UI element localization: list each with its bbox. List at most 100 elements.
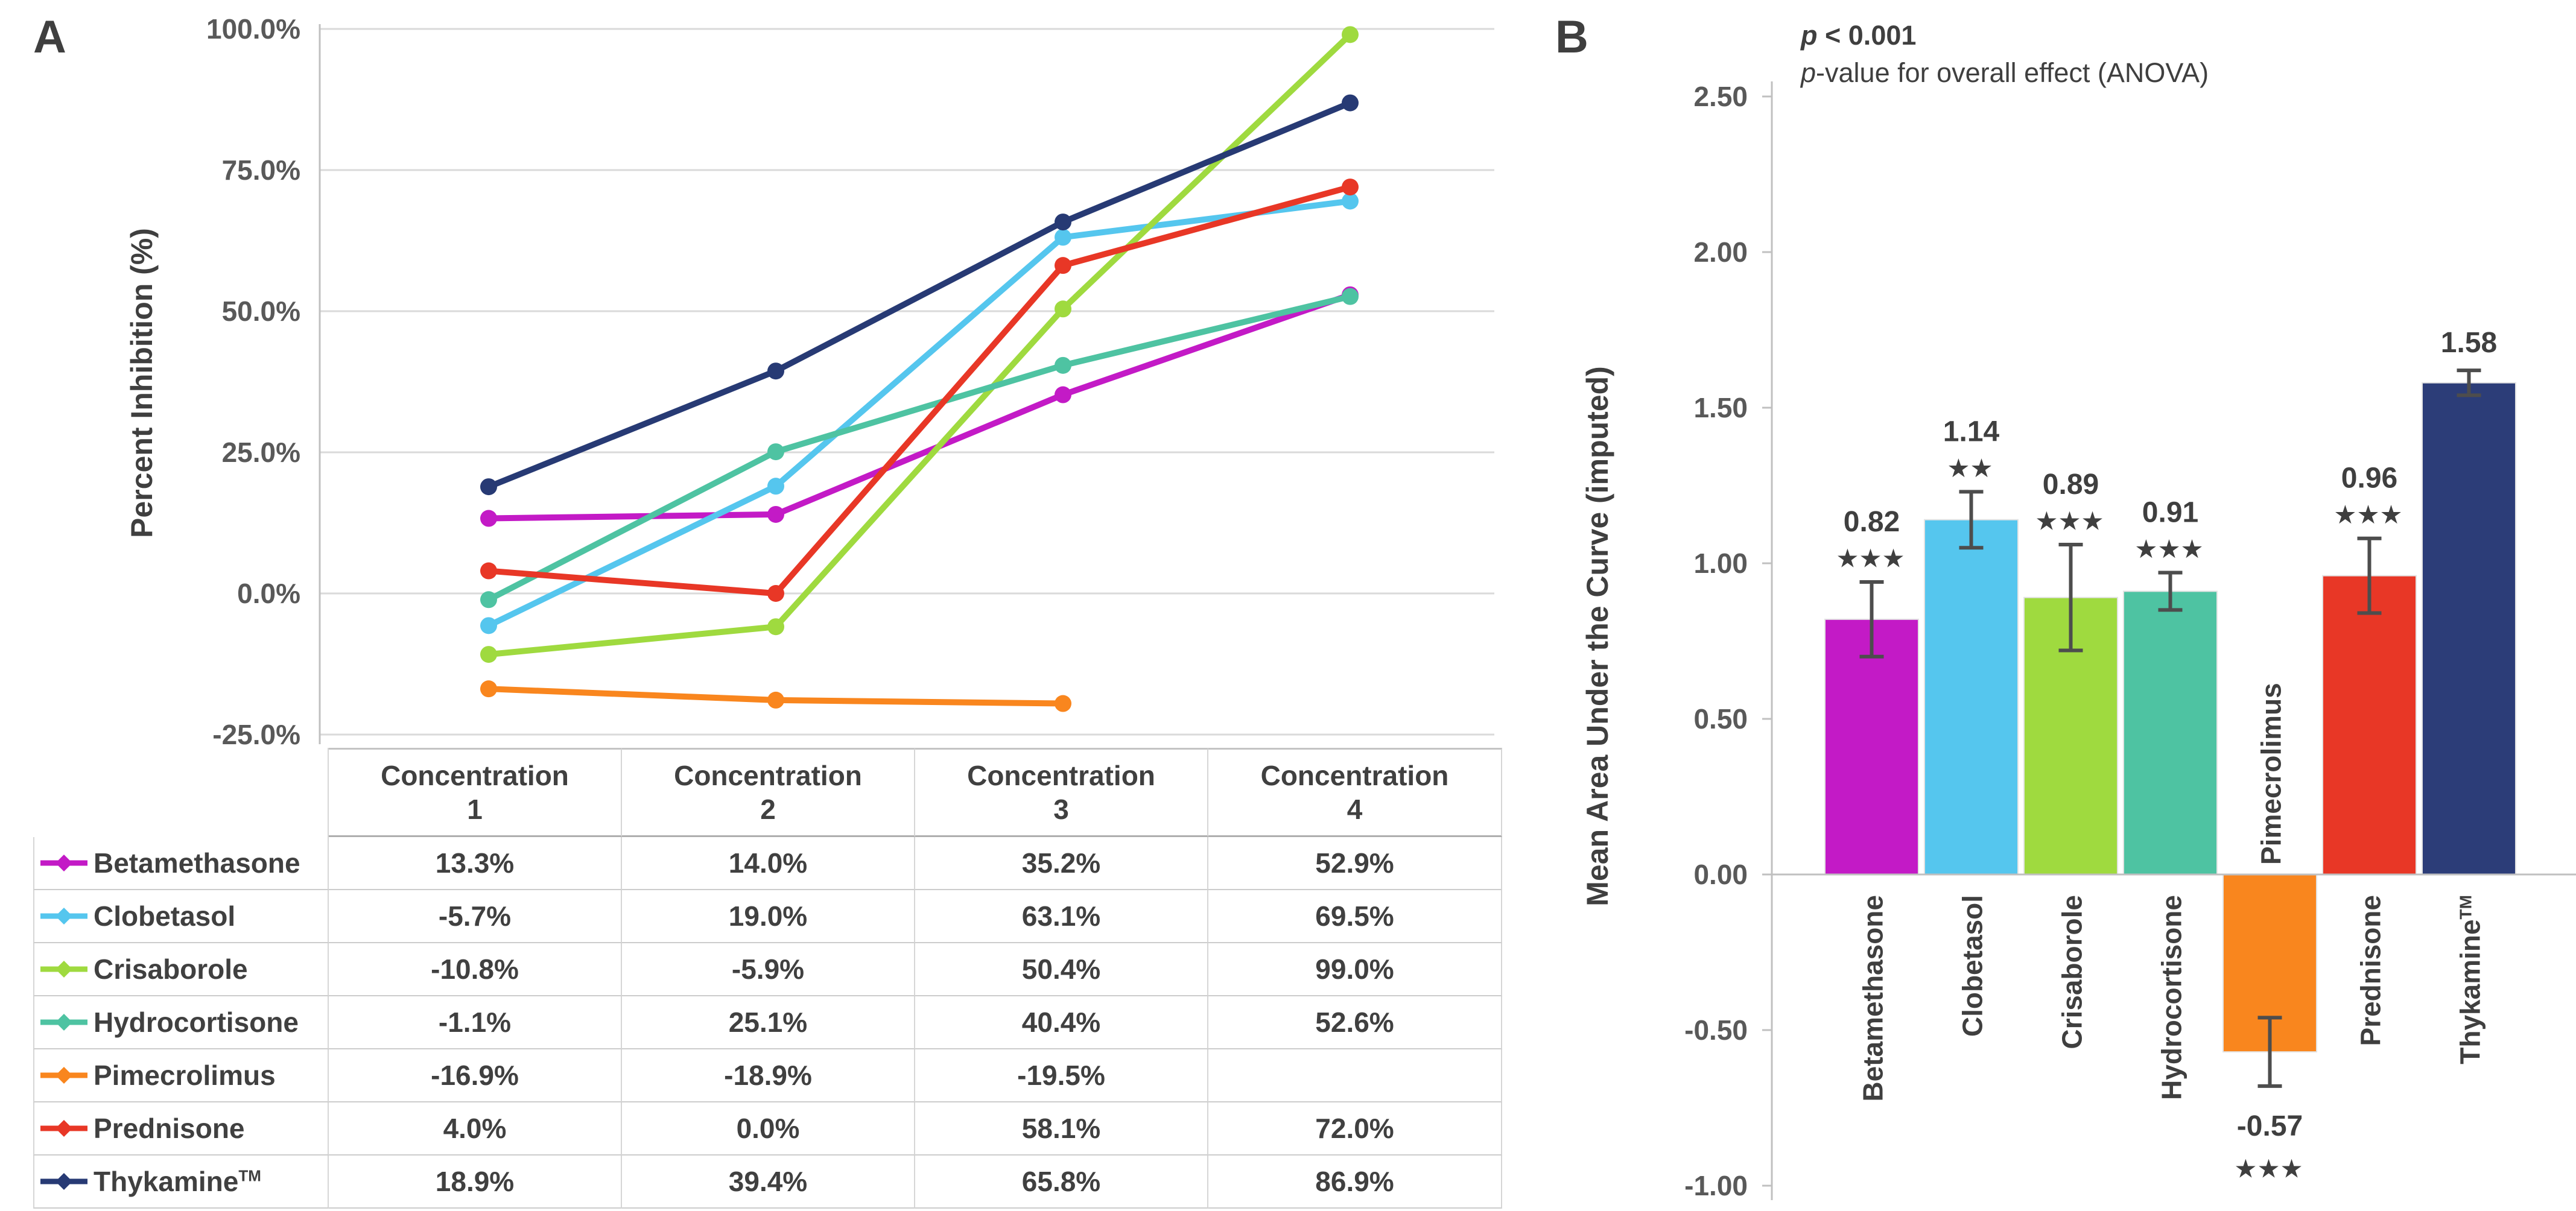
- table-value-cell: 58.1%: [915, 1102, 1208, 1156]
- bar-Hydrocortisone: [2123, 590, 2218, 875]
- table-value-cell: 52.6%: [1208, 996, 1502, 1049]
- legend-cell-Clobetasol: Clobetasol: [33, 890, 329, 943]
- line-series-Betamethasone: [486, 291, 1353, 522]
- legend-key-icon: [40, 1173, 87, 1190]
- data-point-marker-Pimecrolimus: [480, 680, 497, 698]
- bar-category-label-Thykamine: ThykamineTM: [2455, 895, 2486, 1064]
- y-tick-label: 0.50: [1693, 703, 1748, 735]
- legend-key-icon: [40, 1014, 87, 1031]
- p-value-annotation: p < 0.001 p-value for overall effect (AN…: [1801, 17, 2209, 92]
- legend-label: Crisaborole: [94, 953, 248, 985]
- table-value-cell: 13.3%: [329, 837, 622, 890]
- data-point-marker-Clobetasol: [1342, 192, 1359, 210]
- table-value-cell: -10.8%: [329, 943, 622, 996]
- legend-cell-Crisaborole: Crisaborole: [33, 943, 329, 996]
- line-series-Crisaborole: [486, 31, 1353, 658]
- panel-b-label: B: [1555, 11, 1588, 63]
- data-point-marker-Crisaborole: [1342, 26, 1359, 43]
- data-point-marker-Betamethasone: [480, 510, 497, 527]
- y-tick-label: 0.0%: [237, 578, 300, 609]
- panel-a-label: A: [33, 11, 66, 63]
- table-value-cell: 63.1%: [915, 890, 1208, 943]
- legend-key-icon: [40, 908, 87, 925]
- table-value-cell: 39.4%: [622, 1156, 915, 1209]
- legend-key-icon: [40, 1067, 87, 1084]
- data-point-marker-Prednisone: [767, 585, 784, 602]
- bar-value-label: 0.89: [2043, 469, 2099, 501]
- percent-inhibition-line-chart: 100.0% 75.0% 50.0% 25.0% 0.0% -25.0% Percent I…: [125, 13, 1494, 748]
- table-value-cell: 4.0%: [329, 1102, 622, 1156]
- legend-key-icon: [40, 1120, 87, 1137]
- table-value-cell: 65.8%: [915, 1156, 1208, 1209]
- bar-category-label-Crisaborole: Crisaborole: [2057, 895, 2088, 1049]
- bar-value-label: -0.57: [2237, 1110, 2303, 1142]
- y-tick-label: -1.00: [1684, 1170, 1748, 1201]
- significance-stars: ★★★: [1837, 546, 1906, 572]
- legend-cell-Hydrocortisone: Hydrocortisone: [33, 996, 329, 1049]
- p-value-line2: p-value for overall effect (ANOVA): [1801, 57, 2209, 88]
- bar-value-label: 0.96: [2341, 463, 2397, 495]
- table-value-cell: -16.9%: [329, 1049, 622, 1102]
- significance-stars: ★★★: [2036, 509, 2105, 534]
- y-tick-label: 2.00: [1693, 236, 1748, 268]
- data-point-marker-Thykamine: [767, 362, 784, 380]
- table-value-cell: 72.0%: [1208, 1102, 1502, 1156]
- y-axis-title: Percent Inhibition (%): [125, 228, 159, 538]
- data-point-marker-Crisaborole: [767, 618, 784, 636]
- table-corner-cell: [33, 748, 329, 837]
- y-tick-label: -25.0%: [212, 719, 300, 748]
- bar-value-label: 1.14: [1943, 416, 2000, 447]
- data-point-marker-Thykamine: [1055, 213, 1071, 231]
- data-point-marker-Betamethasone: [767, 505, 784, 523]
- column-header: Concentration 2: [622, 748, 915, 837]
- bar-value-label: 1.58: [2441, 327, 2497, 359]
- legend-label: Clobetasol: [94, 900, 236, 932]
- table-value-cell: 14.0%: [622, 837, 915, 890]
- column-header: Concentration 1: [329, 748, 622, 837]
- table-value-cell: 35.2%: [915, 837, 1208, 890]
- table-value-cell: 99.0%: [1208, 943, 1502, 996]
- table-value-cell: 25.1%: [622, 996, 915, 1049]
- table-value-cell: 18.9%: [329, 1156, 622, 1209]
- table-value-cell: 50.4%: [915, 943, 1208, 996]
- table-value-cell: -5.9%: [622, 943, 915, 996]
- table-value-cell: 40.4%: [915, 996, 1208, 1049]
- y-tick-label: 100.0%: [206, 13, 300, 45]
- table-value-cell: 86.9%: [1208, 1156, 1502, 1209]
- bar-category-label-Prednisone: Prednisone: [2355, 895, 2387, 1046]
- data-point-marker-Hydrocortisone: [480, 591, 497, 609]
- significance-stars: ★★★: [2136, 537, 2204, 562]
- table-value-cell: -5.7%: [329, 890, 622, 943]
- data-point-marker-Clobetasol: [767, 478, 784, 495]
- data-point-marker-Hydrocortisone: [1055, 356, 1071, 374]
- legend-label: ThykamineTM: [94, 1166, 261, 1197]
- p-value-line1: p < 0.001: [1801, 20, 1917, 51]
- data-point-marker-Pimecrolimus: [1055, 695, 1071, 712]
- bar-Betamethasone: [1824, 618, 1919, 875]
- y-tick-label: 50.0%: [222, 296, 300, 327]
- bar-Clobetasol: [1924, 519, 2019, 875]
- legend-label: Hydrocortisone: [94, 1007, 299, 1038]
- significance-stars: ★★★: [2335, 503, 2403, 528]
- data-point-marker-Crisaborole: [480, 646, 497, 663]
- y-tick-label: 75.0%: [222, 154, 300, 186]
- line-series-Prednisone: [486, 184, 1353, 596]
- table-value-cell: 19.0%: [622, 890, 915, 943]
- legend-cell-Prednisone: Prednisone: [33, 1102, 329, 1156]
- data-point-marker-Betamethasone: [1055, 386, 1071, 403]
- y-tick-label: 25.0%: [222, 437, 300, 468]
- legend-label: Pimecrolimus: [94, 1060, 276, 1091]
- bar-value-label: 0.82: [1844, 506, 1900, 538]
- data-point-marker-Crisaborole: [1055, 300, 1071, 318]
- bar-category-label-Pimecrolimus: Pimecrolimus: [2256, 683, 2287, 865]
- legend-label: Betamethasone: [94, 847, 300, 879]
- bar-Prednisone: [2322, 575, 2417, 875]
- data-point-marker-Pimecrolimus: [767, 691, 784, 709]
- data-point-marker-Clobetasol: [1055, 229, 1071, 246]
- bar-category-label-Hydrocortisone: Hydrocortisone: [2156, 895, 2187, 1100]
- table-value-cell: 69.5%: [1208, 890, 1502, 943]
- y-tick-label: 0.00: [1693, 859, 1748, 890]
- legend-label: Prednisone: [94, 1113, 245, 1144]
- data-point-marker-Thykamine: [1342, 94, 1359, 112]
